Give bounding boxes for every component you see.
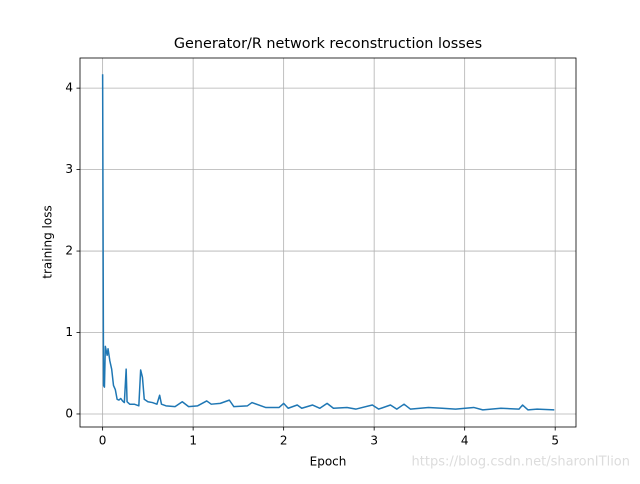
chart-title: Generator/R network reconstruction losse… <box>174 36 482 52</box>
x-axis-label: Epoch <box>310 455 347 469</box>
x-tick-label: 1 <box>189 434 197 448</box>
y-tick-label: 0 <box>65 406 73 420</box>
x-tick-label: 2 <box>280 434 288 448</box>
x-tick-label: 0 <box>99 434 107 448</box>
y-tick-label: 2 <box>65 244 73 258</box>
x-tick-label: 4 <box>461 434 469 448</box>
x-tick-label: 5 <box>551 434 559 448</box>
watermark: https://blog.csdn.net/sharonITlion <box>412 455 630 470</box>
y-tick-label: 3 <box>65 162 73 176</box>
plot-frame <box>79 57 577 428</box>
y-tick-label: 1 <box>65 325 73 339</box>
loss-line <box>101 74 555 411</box>
y-tick-label: 4 <box>65 81 73 95</box>
x-tick-label: 3 <box>370 434 378 448</box>
y-axis-label: training loss <box>41 205 55 278</box>
